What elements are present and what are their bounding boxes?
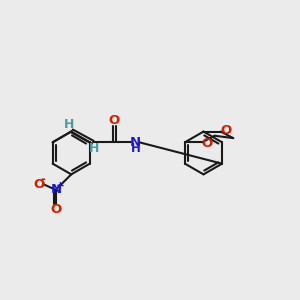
Text: H: H: [64, 118, 74, 131]
Text: O: O: [220, 124, 231, 136]
Text: N: N: [50, 183, 62, 196]
Text: O: O: [202, 137, 213, 150]
Text: O: O: [34, 178, 45, 191]
Text: N: N: [130, 136, 141, 149]
Text: +: +: [56, 181, 64, 191]
Text: -: -: [40, 173, 45, 186]
Text: O: O: [50, 203, 61, 216]
Text: H: H: [130, 142, 140, 155]
Text: H: H: [89, 142, 100, 155]
Text: O: O: [109, 114, 120, 127]
